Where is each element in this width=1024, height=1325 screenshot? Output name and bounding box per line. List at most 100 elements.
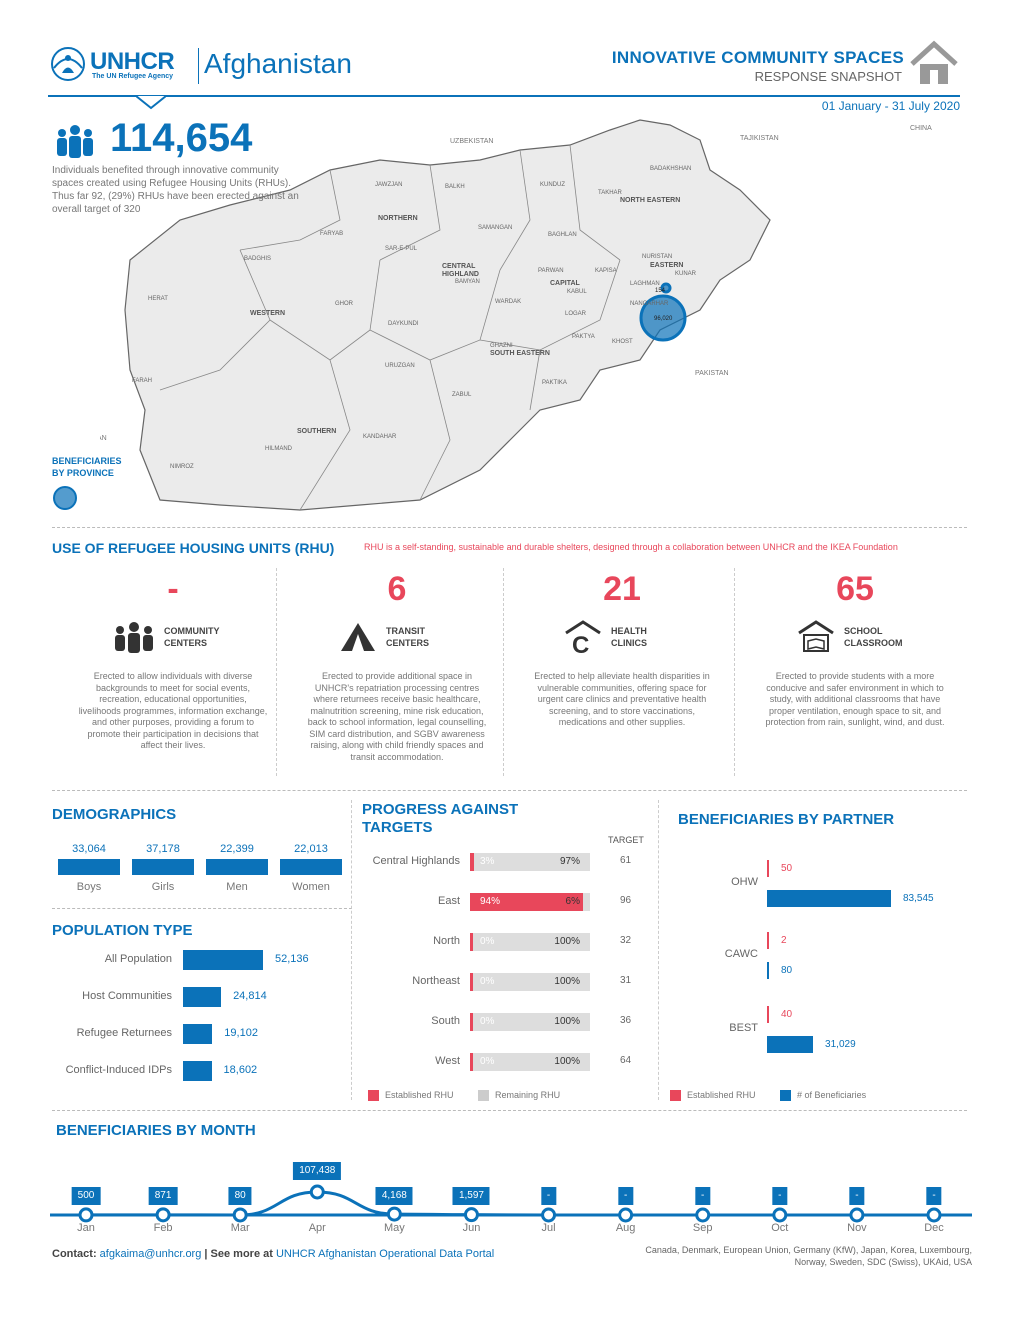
progress-region-label: East [437, 895, 460, 907]
people-group-icon [52, 124, 98, 163]
progress-title-line1: PROGRESS AGAINST [362, 801, 519, 818]
rhu-value: - [167, 570, 179, 608]
population-bar [183, 1024, 213, 1044]
unhcr-emblem-icon [51, 47, 85, 81]
partner-rhu-bar [767, 860, 769, 877]
population-bar [183, 987, 222, 1007]
progress-row: South 0% 100% 36 [360, 1013, 650, 1031]
progress-fill [470, 853, 474, 871]
rhu-label: SCHOOL [844, 626, 883, 636]
svg-text:96,020: 96,020 [654, 316, 673, 322]
month-label: Dec [924, 1222, 944, 1234]
population-row: Refugee Returnees 19,102 [50, 1024, 350, 1044]
svg-text:KUNAR: KUNAR [675, 271, 697, 277]
svg-text:JAWZJAN: JAWZJAN [375, 182, 402, 188]
header-pointer [136, 96, 166, 110]
svg-text:PAKTYA: PAKTYA [572, 334, 595, 340]
progress-track: 0% 100% [470, 1053, 590, 1071]
month-value: - [926, 1187, 942, 1205]
house-icon [910, 40, 958, 84]
svg-text:ZABUL: ZABUL [452, 392, 472, 398]
progress-track: 0% 100% [470, 973, 590, 991]
progress-remaining: 97% [559, 856, 580, 867]
svg-text:154: 154 [655, 288, 666, 294]
progress-legend: Established RHU Remaining RHU [368, 1090, 560, 1102]
demographic-bar [280, 859, 342, 875]
contact-email-link[interactable]: afgkaima@unhcr.org [99, 1248, 202, 1260]
progress-fill [470, 1013, 473, 1031]
partner-rhu-value: 50 [781, 863, 793, 874]
svg-text:KAPISA: KAPISA [595, 268, 617, 274]
demographic-value: 22,013 [294, 843, 328, 855]
svg-text:DAYKUNDI: DAYKUNDI [388, 321, 419, 327]
month-value: - [695, 1187, 711, 1205]
rhu-label: TRANSIT [386, 626, 425, 636]
svg-text:FARAH: FARAH [132, 378, 152, 384]
partner-beneficiary-value: 80 [781, 965, 793, 976]
rhu-transit-centers: 6 TRANSIT CENTERS Erected to provide addi… [282, 570, 512, 763]
progress-track: 0% 100% [470, 933, 590, 951]
population-label: All Population [104, 953, 172, 965]
partner-beneficiary-bar [767, 962, 769, 979]
demographic-label: Boys [76, 881, 102, 893]
rhu-label: COMMUNITY [164, 626, 220, 636]
month-value: - [849, 1187, 865, 1205]
month-point [849, 1207, 865, 1223]
demographic-value: 33,064 [72, 843, 106, 855]
population-row: Conflict-Induced IDPs 18,602 [50, 1061, 350, 1081]
progress-track: 94% 6% [470, 893, 590, 911]
month-point [695, 1207, 711, 1223]
svg-text:UZBEKISTAN: UZBEKISTAN [450, 138, 493, 145]
population-value: 24,814 [233, 990, 267, 1002]
report-subtitle: RESPONSE SNAPSHOT [754, 69, 902, 84]
data-portal-link[interactable]: UNHCR Afghanistan Operational Data Porta… [275, 1248, 495, 1260]
svg-text:NANGARHAR: NANGARHAR [630, 301, 669, 307]
progress-target: 31 [620, 975, 632, 986]
population-label: Host Communities [82, 990, 172, 1002]
population-bar [183, 950, 263, 970]
population-title: POPULATION TYPE [52, 922, 193, 939]
svg-text:PARWAN: PARWAN [538, 268, 564, 274]
population-label: Conflict-Induced IDPs [65, 1064, 172, 1076]
month-label: Nov [847, 1222, 867, 1234]
svg-text:NORTH EASTERN: NORTH EASTERN [620, 197, 680, 204]
partner-beneficiary-bar [767, 1036, 814, 1053]
svg-text:LAGHMAN: LAGHMAN [630, 281, 660, 287]
svg-text:NURISTAN: NURISTAN [642, 254, 672, 260]
rhu-label: CENTERS [386, 638, 430, 648]
rhu-note: RHU is a self-standing, sustainable and … [364, 542, 898, 552]
divider [52, 527, 967, 528]
population-row: Host Communities 24,814 [50, 987, 350, 1007]
rhu-value: 6 [387, 570, 407, 608]
population-label: Refugee Returnees [76, 1027, 172, 1039]
month-value: 80 [228, 1187, 252, 1205]
svg-text:CHINA: CHINA [910, 125, 932, 132]
progress-target: 32 [620, 935, 632, 946]
rhu-description: Erected to help alleviate health dispari… [534, 671, 710, 727]
svg-text:KHOST: KHOST [612, 339, 633, 345]
header-rule [48, 95, 960, 97]
svg-text:BAGHLAN: BAGHLAN [548, 232, 577, 238]
progress-row: East 94% 6% 96 [360, 893, 650, 911]
month-point [463, 1207, 479, 1223]
month-point [541, 1207, 557, 1223]
svg-text:HIGHLAND: HIGHLAND [442, 271, 479, 278]
summary-description: Individuals benefited through innovative… [52, 165, 299, 215]
partner-rhu-value: 2 [781, 935, 787, 946]
month-point [618, 1207, 634, 1223]
progress-fill [470, 933, 473, 951]
svg-text:EASTERN: EASTERN [650, 262, 683, 269]
demographics-title: DEMOGRAPHICS [52, 806, 177, 823]
month-point [155, 1207, 171, 1223]
progress-title: PROGRESS AGAINST TARGETS [362, 801, 518, 837]
svg-text:KABUL: KABUL [567, 289, 587, 295]
rhu-label: HEALTH CLINICS [611, 626, 647, 648]
legend-swatch [780, 1090, 792, 1102]
svg-text:BADGHIS: BADGHIS [244, 256, 271, 262]
demographic-bar [58, 859, 120, 875]
progress-region-label: South [431, 1015, 460, 1027]
progress-remaining: 100% [554, 1016, 580, 1027]
progress-established: 0% [480, 976, 495, 987]
month-point [309, 1184, 325, 1200]
map-legend-line2: BY PROVINCE [52, 468, 114, 478]
